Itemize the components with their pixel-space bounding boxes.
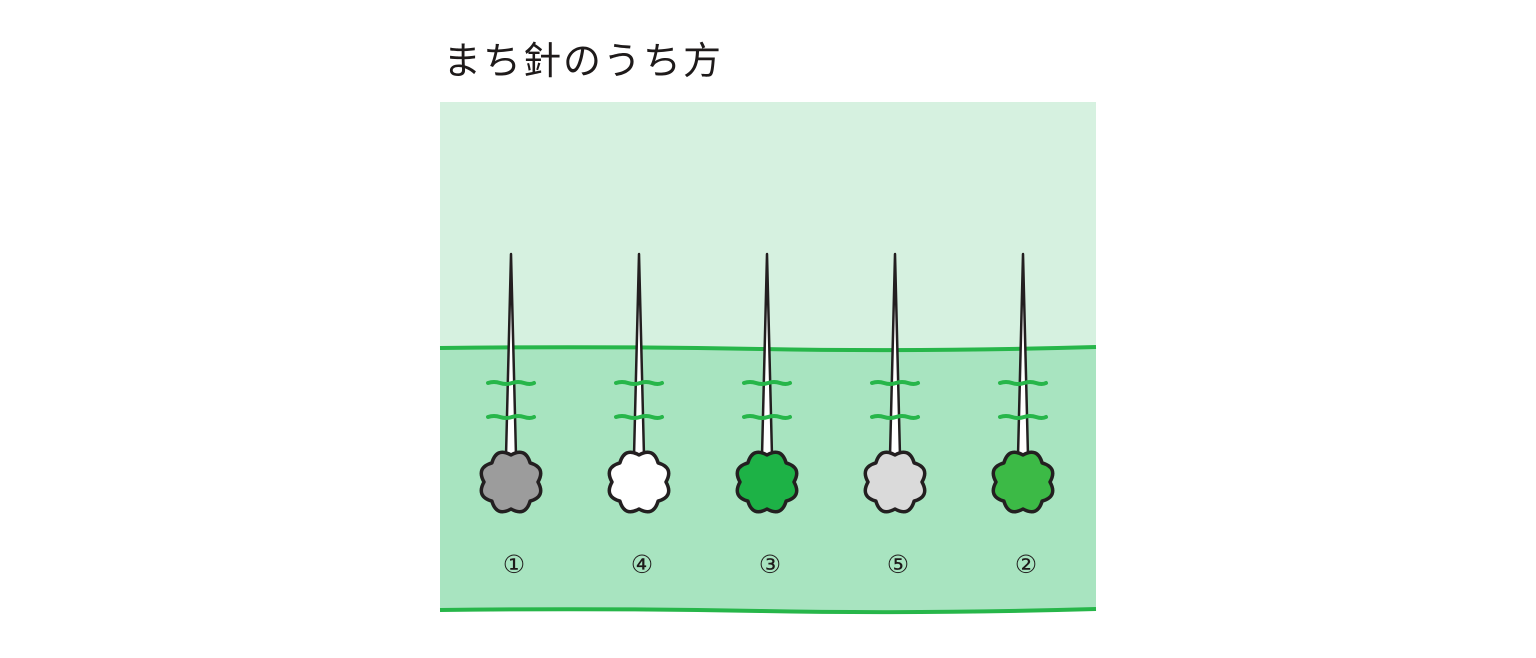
pin-order-label: ② bbox=[1015, 550, 1037, 579]
stitch-mark-upper bbox=[614, 380, 664, 386]
stitch-mark-lower bbox=[614, 414, 664, 420]
pin-2: ④ bbox=[607, 252, 671, 579]
fabric-bottom-edge bbox=[439, 607, 1097, 615]
stitch-mark-upper bbox=[998, 380, 1048, 386]
stitch-mark-upper bbox=[486, 380, 536, 386]
stitch-mark-lower bbox=[870, 414, 920, 420]
fabric-fold-line bbox=[439, 345, 1097, 353]
pin-4: ⑤ bbox=[863, 252, 927, 579]
stitch-mark-upper bbox=[870, 380, 920, 386]
pin-head bbox=[607, 450, 671, 514]
stitch-mark-lower bbox=[742, 414, 792, 420]
stitch-mark-lower bbox=[486, 414, 536, 420]
pin-head bbox=[991, 450, 1055, 514]
pin-order-label: ① bbox=[503, 550, 525, 579]
stitch-mark-upper bbox=[742, 380, 792, 386]
pins-group: ① ④ ③ ⑤ ② bbox=[479, 252, 1055, 579]
pin-head bbox=[863, 450, 927, 514]
stitch-mark-lower bbox=[998, 414, 1048, 420]
pin-order-label: ③ bbox=[759, 550, 781, 579]
diagram-title: まち針のうち方 bbox=[443, 39, 724, 83]
pin-head bbox=[479, 450, 543, 514]
pin-order-label: ④ bbox=[631, 550, 653, 579]
pin-head bbox=[735, 450, 799, 514]
pin-3: ③ bbox=[735, 252, 799, 579]
pin-1: ① bbox=[479, 252, 543, 579]
pin-5: ② bbox=[991, 252, 1055, 579]
pin-order-label: ⑤ bbox=[887, 550, 909, 579]
